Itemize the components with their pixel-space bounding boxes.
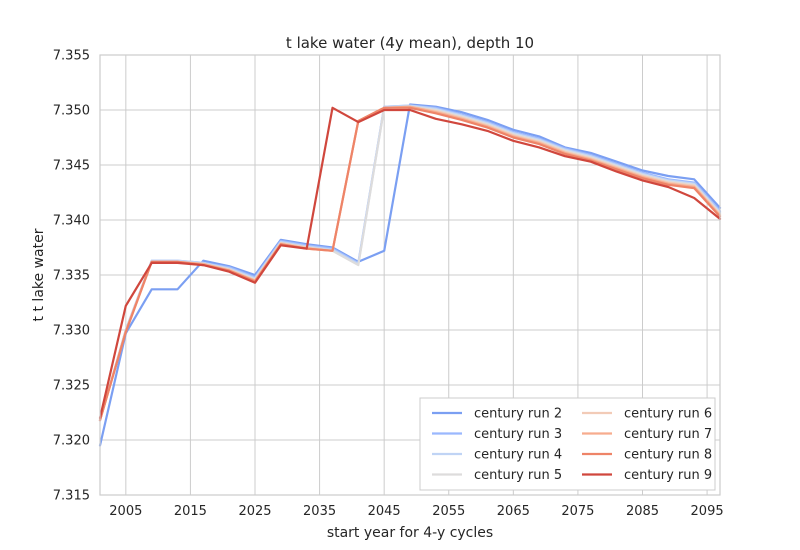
x-tick-label: 2085 bbox=[626, 504, 659, 519]
legend-label: century run 5 bbox=[474, 468, 562, 483]
y-tick-label: 7.325 bbox=[53, 379, 90, 394]
legend: century run 2 century run 3 century run 4 c… bbox=[419, 397, 716, 491]
x-tick-label: 2095 bbox=[691, 504, 724, 519]
x-tick-label: 2065 bbox=[497, 504, 530, 519]
x-tick-label: 2035 bbox=[303, 504, 336, 519]
x-tick-label: 2015 bbox=[174, 504, 207, 519]
y-tick-label: 7.315 bbox=[53, 489, 90, 504]
y-tick-label: 7.345 bbox=[53, 159, 90, 174]
y-tick-label: 7.335 bbox=[53, 269, 90, 284]
legend-label: century run 3 bbox=[474, 427, 562, 442]
legend-label: century run 9 bbox=[624, 468, 712, 483]
legend-label: century run 8 bbox=[624, 448, 712, 463]
x-tick-label: 2045 bbox=[368, 504, 401, 519]
y-tick-label: 7.320 bbox=[53, 434, 90, 449]
legend-label: century run 4 bbox=[474, 448, 562, 463]
legend-label: century run 2 bbox=[474, 407, 562, 422]
x-tick-labels: 2005 2015 2025 2035 2045 2055 2065 2075 2085 2095 bbox=[109, 504, 723, 519]
x-tick-label: 2055 bbox=[432, 504, 465, 519]
legend-label: century run 7 bbox=[624, 427, 712, 442]
y-axis-label: t t lake water bbox=[31, 228, 47, 321]
x-tick-label: 2005 bbox=[109, 504, 142, 519]
plot-frame bbox=[99, 54, 721, 496]
series-lines bbox=[98, 103, 722, 447]
x-tick-label: 2075 bbox=[561, 504, 594, 519]
y-tick-label: 7.330 bbox=[53, 324, 90, 339]
y-tick-label: 7.355 bbox=[53, 49, 90, 64]
legend-label: century run 6 bbox=[624, 407, 712, 422]
x-tick-label: 2025 bbox=[238, 504, 271, 519]
y-tick-label: 7.350 bbox=[53, 104, 90, 119]
x-axis-label: start year for 4-y cycles bbox=[327, 525, 493, 541]
chart-title: t lake water (4y mean), depth 10 bbox=[286, 34, 534, 52]
y-tick-labels: 7.315 7.320 7.325 7.330 7.335 7.340 7.345 7.350… bbox=[53, 49, 90, 504]
series-line-8 bbox=[98, 106, 722, 420]
y-tick-label: 7.340 bbox=[53, 214, 90, 229]
legend-box bbox=[419, 397, 716, 491]
